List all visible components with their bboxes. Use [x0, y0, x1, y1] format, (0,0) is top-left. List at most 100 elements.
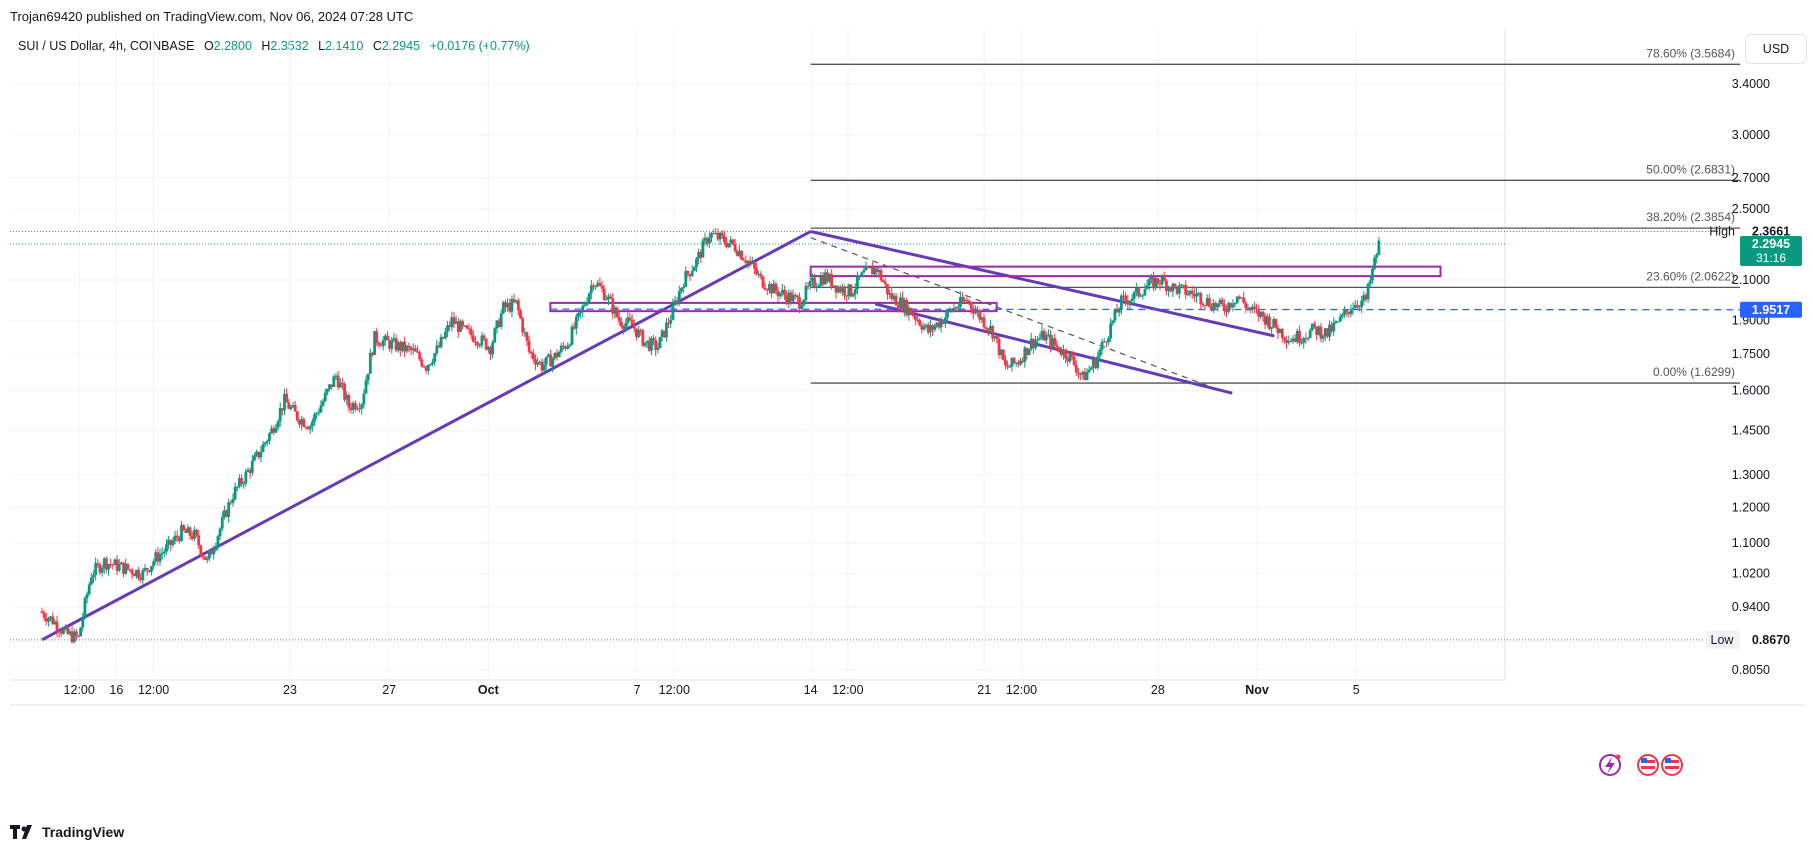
candle-body [360, 404, 364, 409]
candle-body [1313, 323, 1316, 327]
candle-body [903, 299, 907, 311]
candle-body [325, 389, 329, 393]
currency-button[interactable]: USD [1745, 34, 1807, 64]
candle-body [611, 298, 615, 314]
candle-body [115, 559, 119, 571]
candle-body [1298, 330, 1301, 343]
candle-body [877, 270, 881, 272]
candle-body [411, 348, 415, 351]
candle-body [615, 307, 619, 318]
candle-body [122, 562, 125, 574]
candle-body [1107, 338, 1110, 343]
candle-body [800, 305, 804, 309]
tradingview-footer[interactable]: TradingView [10, 824, 124, 840]
time-tick-label: Oct [478, 683, 500, 697]
candle-body [1051, 338, 1055, 347]
candle-body [787, 292, 791, 303]
candle-body [864, 266, 868, 271]
price-tick-label: 1.4500 [1732, 424, 1770, 438]
candle-body [1173, 283, 1177, 287]
candle-body [922, 326, 926, 330]
candle-body [261, 444, 265, 452]
candle-body [1274, 319, 1278, 328]
fibonacci-retracement: 78.60% (3.5684) 50.00% (2.6831) 38.20% (2.… [810, 46, 1740, 384]
candle-body [654, 339, 658, 351]
candle-body [40, 611, 44, 613]
candle-body [207, 550, 211, 559]
candle-body [512, 299, 516, 303]
candle-body [804, 285, 808, 300]
candle-body [394, 338, 398, 351]
candle-body [310, 421, 314, 427]
time-tick-label: 7 [634, 683, 641, 697]
candle-body [894, 295, 898, 306]
candle-body [1036, 339, 1040, 341]
candle-body [956, 306, 960, 309]
candle-body [413, 348, 417, 352]
candle-body [504, 302, 507, 308]
candle-body [463, 325, 467, 327]
candle-body [714, 232, 718, 234]
candle-body [1246, 307, 1250, 309]
candle-body [1053, 338, 1057, 345]
candle-body [1126, 300, 1130, 305]
candle-body [184, 530, 188, 533]
candle-body [1227, 302, 1231, 312]
candle-body [150, 566, 153, 572]
candle-body [660, 330, 664, 337]
candle-body [650, 338, 653, 351]
candle-body [609, 296, 613, 299]
candle-body [913, 316, 917, 320]
price-tick-label: 1.2000 [1732, 501, 1770, 515]
candle-body [216, 536, 220, 547]
candle-body [424, 367, 428, 371]
candle-body [607, 296, 610, 300]
candle-body [1336, 321, 1340, 323]
symbol-name[interactable]: SUI / US Dollar, 4h, COINBASE [18, 39, 195, 53]
candle-body [508, 302, 512, 312]
candle-body [253, 455, 256, 461]
candle-body [192, 529, 196, 539]
candle-body [540, 361, 544, 371]
candle-body [695, 258, 698, 268]
candle-body [999, 349, 1003, 355]
candle-body [909, 307, 913, 315]
candle-body [143, 567, 147, 571]
candle-body [684, 271, 688, 288]
candle-body [643, 342, 647, 346]
candle-body [1025, 347, 1029, 356]
candle-body [278, 408, 282, 422]
candle-body [1182, 284, 1185, 286]
candle-body [888, 293, 892, 295]
candle-body [862, 270, 866, 273]
candle-body [1323, 328, 1327, 337]
candle-body [349, 407, 353, 410]
candle-body [1283, 337, 1286, 340]
candle-body [345, 395, 349, 400]
candle-body [959, 296, 962, 307]
candle-body [1358, 306, 1361, 308]
candle-body [978, 310, 982, 320]
candle-body [965, 299, 969, 301]
candle-body [898, 297, 902, 308]
candle-body [1012, 357, 1016, 364]
candle-body [1098, 349, 1102, 357]
candle-body [547, 354, 550, 357]
candle-body [718, 232, 722, 240]
low-label: L [318, 39, 326, 53]
candle-body [332, 376, 336, 387]
fib-level-label: 0.00% (1.6299) [1653, 365, 1735, 379]
candle-body [557, 352, 561, 358]
candle-body [1364, 295, 1368, 300]
candle-body [1222, 304, 1226, 312]
candle-body [1128, 300, 1132, 305]
candle-body [474, 341, 477, 343]
candle-body [626, 317, 630, 324]
candle-body [768, 284, 771, 291]
candle-body [780, 289, 784, 293]
candle-body [218, 528, 222, 537]
candle-body [1192, 293, 1196, 297]
candle-body [62, 629, 65, 634]
candle-body [1276, 327, 1280, 334]
